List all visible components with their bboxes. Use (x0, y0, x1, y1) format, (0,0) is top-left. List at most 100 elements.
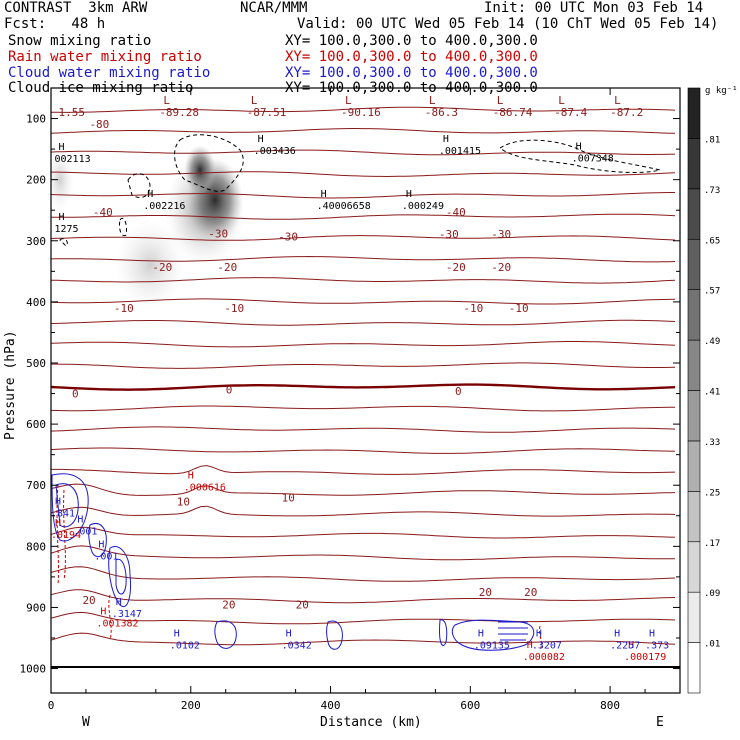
temperature-label: -80 (89, 118, 109, 131)
temperature-label: 0 (72, 388, 79, 401)
ice-high-marker: H (147, 189, 153, 200)
temperature-contour-line (51, 545, 676, 561)
cloud-high-marker: H (649, 629, 655, 640)
temperature-label: 20 (222, 598, 235, 611)
colorbar-swatch (687, 188, 701, 240)
ice-high-marker: H (576, 142, 582, 153)
low-marker: L (429, 94, 436, 107)
x-tick-label: 400 (321, 699, 341, 712)
cloud-contour-8 (439, 619, 448, 646)
colorbar-swatch (687, 339, 701, 391)
ice-max-value: .007348 (572, 154, 614, 165)
cloud-high-marker: H (478, 629, 484, 640)
cloud-high-marker: H (174, 629, 180, 640)
colorbar-label: .49 (704, 337, 720, 347)
forecast-hour: Fcst: 48 h (4, 16, 106, 32)
rain-high-marker: H (527, 640, 533, 651)
temperature-contour-line (51, 405, 675, 412)
temperature-contour-line (51, 589, 676, 604)
y-tick-label: 200 (26, 174, 46, 187)
rain-high-marker: H (628, 640, 634, 651)
temperature-contour-line (51, 426, 676, 433)
temperature-contour-line (51, 192, 675, 199)
ice-high-marker: H (58, 142, 64, 153)
legend-cloud-xy: XY= 100.0,300.0 to 400.0,300.0 (285, 65, 538, 81)
colorbar-label: .73 (704, 186, 720, 196)
temperature-contour-line (51, 255, 676, 263)
temperature-label: -30 (208, 227, 228, 240)
snow-shading (51, 145, 245, 310)
cloud-max-value: .001 (73, 526, 97, 537)
temperature-label: 10 (177, 496, 190, 509)
colorbar-swatch (687, 87, 701, 139)
colorbar-label: .25 (704, 488, 720, 498)
x-tick-label: 0 (48, 699, 55, 712)
temperature-label: -40 (446, 206, 466, 219)
cloud-contour-5 (115, 558, 127, 595)
contour-labels: -80 -40 -40 -30 -30 -30 -30 -20 -20 -20 -20 -10 -10 -… (51, 94, 669, 663)
low-marker: L (345, 94, 352, 107)
temperature-contour-line (51, 319, 676, 326)
cloud-max-value: .001 (94, 551, 118, 562)
temperature-label: -20 (152, 261, 172, 274)
plot-title: CONTRAST 3km ARW (4, 0, 148, 16)
temperature-label: 10 (282, 491, 295, 504)
colorbar-label: .09 (704, 589, 720, 599)
cloud-max-value: .2257 (610, 641, 640, 652)
cloud-contour-10 (498, 621, 528, 641)
low-minimum-value: -90.16 (341, 106, 381, 119)
y-tick-label: 600 (26, 418, 46, 431)
y-tick-label: 300 (26, 235, 46, 248)
temperature-contour-line (51, 632, 676, 646)
cloud-high-marker: H (116, 597, 122, 608)
x-tick-label: 600 (460, 699, 480, 712)
rain-contour-3 (108, 594, 112, 641)
colorbar-swatch (687, 289, 701, 341)
legend-rain-label: Rain water mixing ratio (8, 49, 202, 65)
colorbar-label: .65 (704, 236, 720, 246)
temperature-contour-line (51, 566, 676, 582)
cloud-contour-6 (214, 620, 237, 649)
temperature-label: -30 (439, 228, 459, 241)
y-tick-label: 900 (26, 601, 46, 614)
colorbar-label: .17 (704, 539, 720, 549)
init-time: Init: 00 UTC Mon 03 Feb 14 (484, 0, 704, 16)
y-tick-label: 700 (26, 479, 46, 492)
legend-snow-xy: XY= 100.0,300.0 to 400.0,300.0 (285, 33, 538, 49)
cloud-high-marker: H (614, 629, 620, 640)
ice-high-marker: H (58, 212, 64, 223)
colorbar-unit: g kg⁻¹ (705, 86, 738, 96)
low-marker: L (497, 94, 504, 107)
y-tick-label: 800 (26, 540, 46, 553)
ice-max-value: 1275 (54, 224, 78, 235)
low-minimum-value: -89.28 (159, 106, 199, 119)
y-tick-label: 400 (26, 296, 46, 309)
rain-high-marker: H (100, 607, 106, 618)
temperature-label: -40 (93, 206, 113, 219)
rain-high-marker: H (188, 470, 194, 481)
direction-east: E (656, 715, 664, 730)
legend-snow-label: Snow mixing ratio (8, 33, 152, 49)
colorbar-label: .81 (704, 135, 720, 145)
ice-max-value: .40006658 (317, 201, 371, 212)
temperature-label: 0 (455, 385, 462, 398)
temperature-label: 20 (524, 586, 537, 599)
rain-contour-2 (63, 489, 66, 581)
valid-time: Valid: 00 UTC Wed 05 Feb 14 (10 ChT Wed … (297, 16, 719, 32)
temperature-contours (51, 106, 680, 668)
colorbar-swatch (687, 390, 701, 442)
temperature-label: -20 (446, 261, 466, 274)
ice-high-marker: H (443, 134, 449, 145)
temperature-contour-line (51, 505, 676, 517)
ice-contour-3 (499, 139, 661, 173)
temperature-contour-line (51, 447, 676, 454)
cloud-contour-3 (88, 523, 107, 558)
temperature-contour-line (51, 298, 676, 305)
ice-high-marker: H (258, 134, 264, 145)
colorbar-label: .41 (704, 388, 720, 398)
temperature-label: 20 (296, 598, 309, 611)
temperature-contour-line (51, 383, 676, 391)
temperature-label: -20 (491, 261, 511, 274)
temperature-contour-line (51, 171, 676, 178)
temperature-label: -10 (224, 302, 244, 315)
